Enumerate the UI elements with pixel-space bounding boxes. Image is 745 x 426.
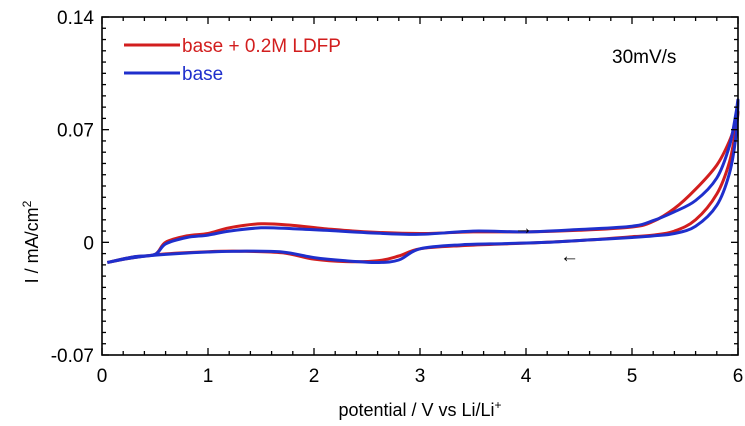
legend: base + 0.2M LDFP base	[124, 36, 341, 85]
x-tick-label: 2	[309, 366, 320, 387]
x-tick-label: 6	[733, 366, 744, 387]
x-tick-label: 3	[415, 366, 426, 387]
forward-scan-arrow: →	[514, 218, 533, 239]
x-tick-label: 5	[627, 366, 638, 387]
x-tick-label: 1	[203, 366, 214, 387]
x-tick-label: 0	[97, 366, 108, 387]
legend-label-ldfp: base + 0.2M LDFP	[182, 36, 341, 57]
y-axis-title: I / mA/cm2	[20, 200, 42, 283]
reverse-scan-arrow: ←	[560, 246, 579, 267]
x-axis-title-superscript: +	[495, 398, 502, 412]
y-tick-label: 0	[83, 233, 94, 254]
series-line-base	[106, 98, 740, 265]
scan-rate-annotation: 30mV/s	[612, 47, 676, 68]
series-line-ldfp	[106, 110, 740, 264]
tick-marks	[101, 16, 739, 356]
y-axis-title-superscript: 2	[20, 200, 34, 207]
legend-label-base: base	[182, 64, 223, 85]
x-axis-title: potential / V vs Li/Li+	[338, 398, 501, 420]
y-tick-label: -0.07	[51, 346, 94, 367]
x-tick-label: 4	[521, 366, 532, 387]
y-tick-label: 0.07	[57, 121, 94, 142]
y-tick-label: 0.14	[57, 8, 94, 29]
series-layer	[106, 98, 740, 265]
